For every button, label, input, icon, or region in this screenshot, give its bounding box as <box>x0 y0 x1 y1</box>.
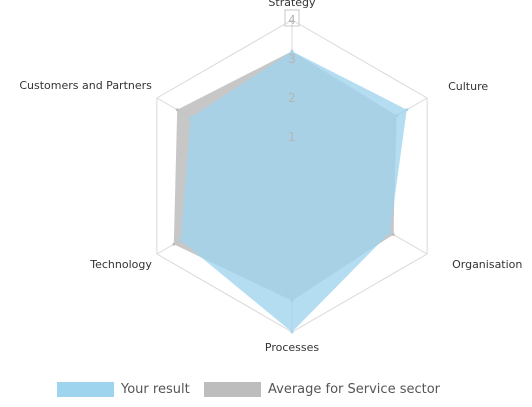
axis-labels: Strategy Culture Organisation Processes Tech… <box>19 0 522 354</box>
data-point-your-result-organisation <box>388 231 392 234</box>
tick-label-2: 2 <box>288 91 296 105</box>
data-point-your-result-strategy <box>290 49 294 53</box>
legend-item-service-average[interactable]: Average for Service sector <box>204 380 440 398</box>
legend-item-your-result[interactable]: Your result <box>57 380 190 398</box>
tick-label-3: 3 <box>288 52 296 66</box>
data-point-average-for-service-sector-technology <box>172 242 176 246</box>
legend-swatch-service-average <box>204 381 261 397</box>
radar-chart-svg: 1 2 3 4 Strategy Culture Organisation Processe… <box>19 0 522 354</box>
legend-label-your-result: Your result <box>121 381 190 397</box>
data-point-your-result-customers-and-partners <box>189 116 193 119</box>
legend-swatch-your-result <box>57 381 114 397</box>
data-point-your-result-technology <box>179 238 182 242</box>
tick-box-4 <box>284 9 300 27</box>
radial-ticks: 1 2 3 4 <box>284 9 300 144</box>
data-point-your-result-processes <box>290 330 294 334</box>
axis-label-culture: Culture <box>448 80 488 93</box>
axis-label-organisation: Organisation <box>452 258 522 271</box>
tick-label-1: 1 <box>288 130 296 144</box>
legend: Your result Average for Service sector <box>0 376 532 402</box>
data-point-average-for-service-sector-customers-and-partners <box>175 108 179 112</box>
legend-label-service-average: Average for Service sector <box>268 381 441 397</box>
data-point-your-result-culture <box>405 108 409 112</box>
axis-label-processes: Processes <box>265 341 319 354</box>
axis-label-strategy: Strategy <box>268 0 316 9</box>
axis-label-technology: Technology <box>89 258 152 271</box>
series-area-your-result <box>180 51 407 332</box>
tick-label-4: 4 <box>288 13 296 27</box>
radar-series <box>172 49 409 334</box>
axis-label-customers-and-partners: Customers and Partners <box>19 79 152 92</box>
data-point-average-for-service-sector-organisation <box>391 233 395 236</box>
